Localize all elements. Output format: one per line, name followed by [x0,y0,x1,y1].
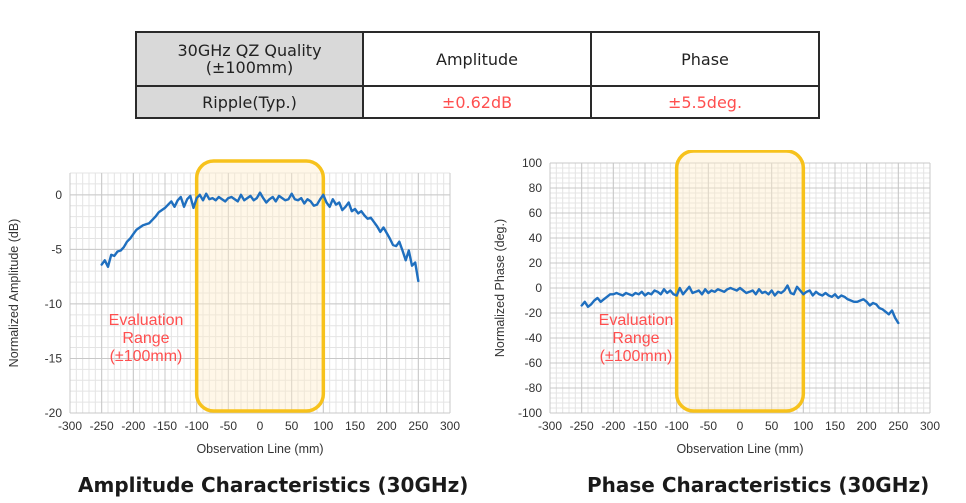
evaluation-range-label: Range [612,330,659,347]
x-tick-label: -150 [153,419,177,433]
phase-chart-title: Phase Characteristics (30GHz) [587,473,930,497]
x-tick-label: -250 [570,419,594,433]
y-axis-label: Normalized Phase (deg.) [493,219,507,357]
y-tick-label: 0 [55,188,62,202]
x-tick-label: -50 [700,419,718,433]
x-axis-label: Observation Line (mm) [676,442,803,456]
ripple-row: Ripple(Typ.) ±0.62dB ±5.5deg. [135,85,820,119]
x-tick-label: -150 [633,419,657,433]
y-tick-label: -100 [518,406,542,420]
quality-header-line1: 30GHz QZ Quality [177,41,322,60]
y-tick-label: -15 [45,351,63,365]
quality-header-cell: 30GHz QZ Quality (±100mm) [135,31,364,87]
x-tick-label: -50 [220,419,238,433]
y-tick-label: -10 [45,297,63,311]
evaluation-range-label: Evaluation [599,312,674,329]
x-tick-label: 150 [345,419,365,433]
quality-header-line2: (±100mm) [205,58,294,77]
y-tick-label: 100 [522,156,542,170]
x-tick-label: 50 [285,419,299,433]
evaluation-range-label: Range [122,330,169,347]
evaluation-range-box [674,150,806,413]
x-tick-label: 0 [737,419,744,433]
x-tick-label: 250 [408,419,428,433]
series-line [580,284,900,325]
ripple-spec-table: 30GHz QZ Quality (±100mm) Amplitude Phas… [135,31,820,119]
x-tick-label: -300 [58,419,82,433]
evaluation-range-label: Evaluation [109,312,184,329]
x-tick-label: 200 [857,419,877,433]
x-tick-label: 300 [920,419,940,433]
y-axis-label: Normalized Amplitude (dB) [7,219,21,368]
amplitude-chart-title: Amplitude Characteristics (30GHz) [78,473,469,497]
y-tick-label: 0 [535,281,542,295]
phase-header-cell: Phase [590,31,820,87]
x-tick-label: 300 [440,419,460,433]
x-tick-label: -200 [601,419,625,433]
ripple-label-cell: Ripple(Typ.) [135,85,364,119]
phase-chart: -300 -250 -200 -150 -100 -50 0 50 100 150 200 250 30… [493,150,940,456]
x-tick-label: -250 [90,419,114,433]
x-tick-label: 250 [888,419,908,433]
x-axis-label: Observation Line (mm) [196,442,323,456]
table-header-row: 30GHz QZ Quality (±100mm) Amplitude Phas… [135,31,820,87]
x-tick-label: -200 [121,419,145,433]
y-tick-label: -5 [51,242,62,256]
x-tick-label: 50 [765,419,779,433]
series-line [100,191,420,283]
y-tick-label: 60 [529,206,543,220]
phase-ripple-value: ±5.5deg. [590,85,820,119]
y-tick-label: -20 [45,406,63,420]
x-tick-label: 100 [793,419,813,433]
x-tick-label: 200 [377,419,397,433]
x-tick-label: -100 [665,419,689,433]
evaluation-range-label: (±100mm) [600,348,673,365]
amplitude-header-cell: Amplitude [362,31,592,87]
amplitude-ripple-value: ±0.62dB [362,85,592,119]
y-tick-label: 40 [529,231,543,245]
y-tick-label: 20 [529,256,543,270]
y-tick-label: -20 [525,306,543,320]
x-tick-label: 150 [825,419,845,433]
x-tick-label: 100 [313,419,333,433]
amplitude-chart: -300 -250 -200 -150 -100 -50 0 50 100 150 200 250 30… [7,159,460,456]
evaluation-range-label: (±100mm) [110,348,183,365]
y-tick-label: -40 [525,331,543,345]
evaluation-range-box [194,159,326,413]
y-tick-label: -80 [525,381,543,395]
x-tick-label: 0 [257,419,264,433]
y-tick-label: -60 [525,356,543,370]
x-tick-label: -300 [538,419,562,433]
x-tick-label: -100 [185,419,209,433]
y-tick-label: 80 [529,181,543,195]
